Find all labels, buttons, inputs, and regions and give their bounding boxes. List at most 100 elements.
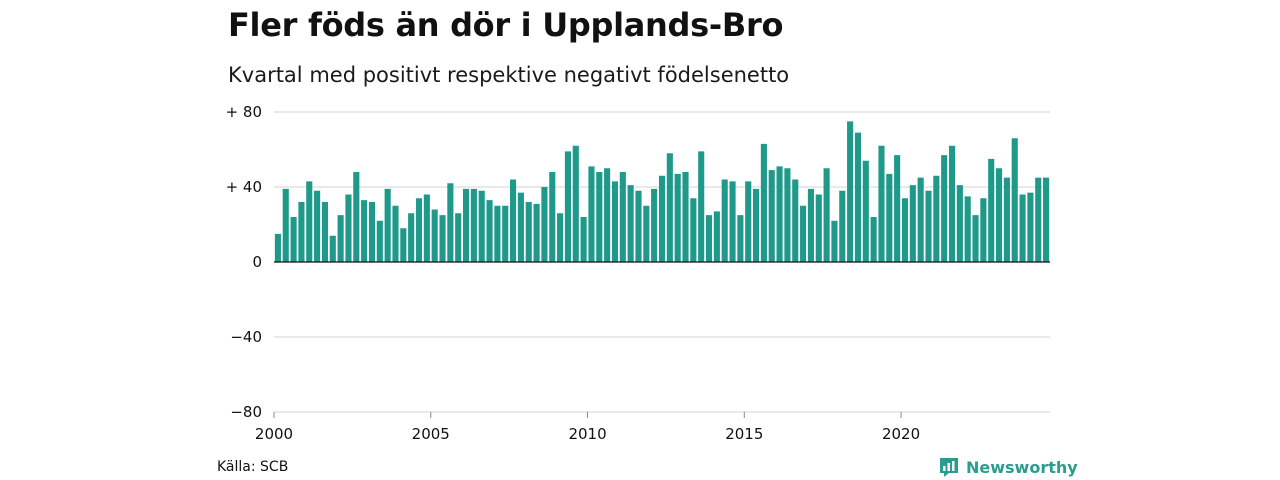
bar-2001Q1	[306, 181, 313, 263]
source-note: Källa: SCB	[217, 459, 289, 475]
bar-2005Q3	[447, 183, 454, 262]
bar-2015Q3	[760, 143, 767, 263]
bar-2000Q1	[274, 233, 281, 263]
bar-2015Q1	[745, 181, 752, 263]
bar-2014Q2	[721, 179, 728, 262]
bar-2023Q4	[1019, 194, 1026, 262]
bar-2022Q4	[988, 158, 995, 263]
bar-2008Q2	[533, 203, 540, 263]
bar-2012Q1	[651, 188, 658, 263]
bar-2016Q2	[784, 168, 791, 262]
bar-2011Q4	[643, 205, 650, 262]
y-tick-label: −40	[230, 328, 262, 346]
bar-2020Q3	[917, 177, 924, 263]
x-tick-label: 2010	[568, 425, 606, 443]
bar-2016Q1	[776, 166, 783, 263]
y-axis-ticks: + 80 + 40 0 −40 −80	[226, 103, 262, 421]
bar-2016Q3	[792, 179, 799, 262]
bar-2018Q1	[839, 190, 846, 262]
bar-2011Q2	[627, 185, 634, 263]
y-tick-label: + 80	[226, 103, 262, 121]
bar-2023Q2	[1003, 177, 1010, 263]
x-tick-label: 2015	[725, 425, 763, 443]
bar-2011Q1	[619, 172, 626, 262]
bar-2021Q3	[948, 145, 956, 262]
bar-2024Q1	[1027, 192, 1034, 263]
bar-2006Q4	[486, 200, 493, 263]
bar-2005Q1	[431, 209, 438, 262]
bar-2010Q4	[611, 181, 619, 263]
bar-2015Q2	[753, 188, 760, 263]
bar-chart: + 80 + 40 0 −40 −80 2000 2005 2010 2015 2020	[226, 103, 1050, 443]
bar-2016Q4	[800, 205, 807, 262]
bar-2017Q4	[831, 220, 838, 262]
bar-2007Q3	[510, 179, 517, 262]
bar-2022Q2	[972, 215, 979, 263]
bar-2004Q2	[408, 213, 415, 262]
bars	[274, 121, 1050, 263]
newsworthy-logo-icon	[940, 458, 958, 477]
bar-2004Q1	[400, 228, 407, 262]
brand-name: Newsworthy	[966, 457, 1078, 477]
bar-2009Q4	[580, 217, 587, 262]
x-tick-label: 2020	[882, 425, 920, 443]
chart-title: Fler föds än dör i Upplands-Bro	[228, 6, 784, 44]
bar-2000Q4	[298, 202, 305, 262]
x-axis-ticks: 2000 2005 2010 2015 2020	[255, 412, 920, 443]
bar-2003Q3	[384, 188, 391, 263]
bar-2007Q1	[494, 205, 501, 262]
bar-2024Q2	[1035, 177, 1042, 263]
bar-2011Q3	[635, 190, 642, 262]
bar-2002Q2	[345, 194, 352, 262]
bar-2005Q4	[455, 213, 462, 262]
bar-2017Q2	[815, 194, 822, 262]
bar-2001Q2	[314, 190, 321, 262]
bar-2013Q4	[705, 215, 713, 263]
bar-2014Q1	[713, 211, 720, 263]
bar-2008Q4	[549, 172, 556, 262]
bar-2004Q3	[415, 198, 423, 262]
bar-2023Q1	[995, 168, 1003, 262]
bar-2010Q3	[604, 168, 611, 262]
bar-2020Q4	[925, 190, 932, 262]
chart-subtitle: Kvartal med positivt respektive negativt…	[228, 63, 790, 87]
bar-2012Q4	[674, 173, 681, 263]
y-tick-label: + 40	[226, 178, 262, 196]
bar-2013Q3	[698, 151, 705, 263]
bar-2019Q3	[886, 173, 893, 263]
x-tick-label: 2005	[412, 425, 450, 443]
x-tick-label: 2000	[255, 425, 293, 443]
bar-2006Q2	[470, 188, 477, 263]
bar-2019Q4	[894, 155, 901, 263]
bar-2024Q3	[1043, 177, 1050, 263]
bar-2014Q4	[737, 215, 744, 263]
bar-2004Q4	[423, 194, 430, 262]
bar-2023Q3	[1011, 138, 1018, 262]
bar-2012Q3	[666, 153, 673, 262]
bar-2006Q3	[478, 190, 485, 262]
bar-2022Q3	[980, 198, 987, 262]
bar-2003Q2	[376, 220, 383, 262]
bar-2008Q1	[525, 202, 532, 262]
bar-2018Q4	[862, 160, 869, 262]
bar-2021Q4	[956, 185, 963, 263]
bar-2000Q3	[290, 217, 297, 262]
bar-2003Q4	[392, 205, 399, 262]
bar-2010Q1	[588, 166, 595, 263]
y-tick-label: −80	[230, 403, 262, 421]
bar-2001Q4	[329, 235, 336, 262]
bar-2006Q1	[462, 188, 470, 263]
bar-2021Q1	[933, 175, 940, 262]
bar-2007Q4	[517, 192, 524, 263]
bar-2020Q1	[901, 198, 909, 262]
bar-2021Q2	[941, 155, 948, 263]
newsworthy-brand: Newsworthy	[938, 456, 1078, 478]
bar-2003Q1	[368, 202, 376, 262]
bar-2007Q2	[502, 205, 509, 262]
bar-2017Q1	[807, 188, 814, 263]
bar-2014Q3	[729, 181, 736, 263]
y-tick-label: 0	[252, 253, 262, 271]
bar-2009Q1	[557, 213, 564, 262]
bar-2008Q3	[541, 187, 548, 262]
bar-2010Q2	[596, 172, 603, 262]
